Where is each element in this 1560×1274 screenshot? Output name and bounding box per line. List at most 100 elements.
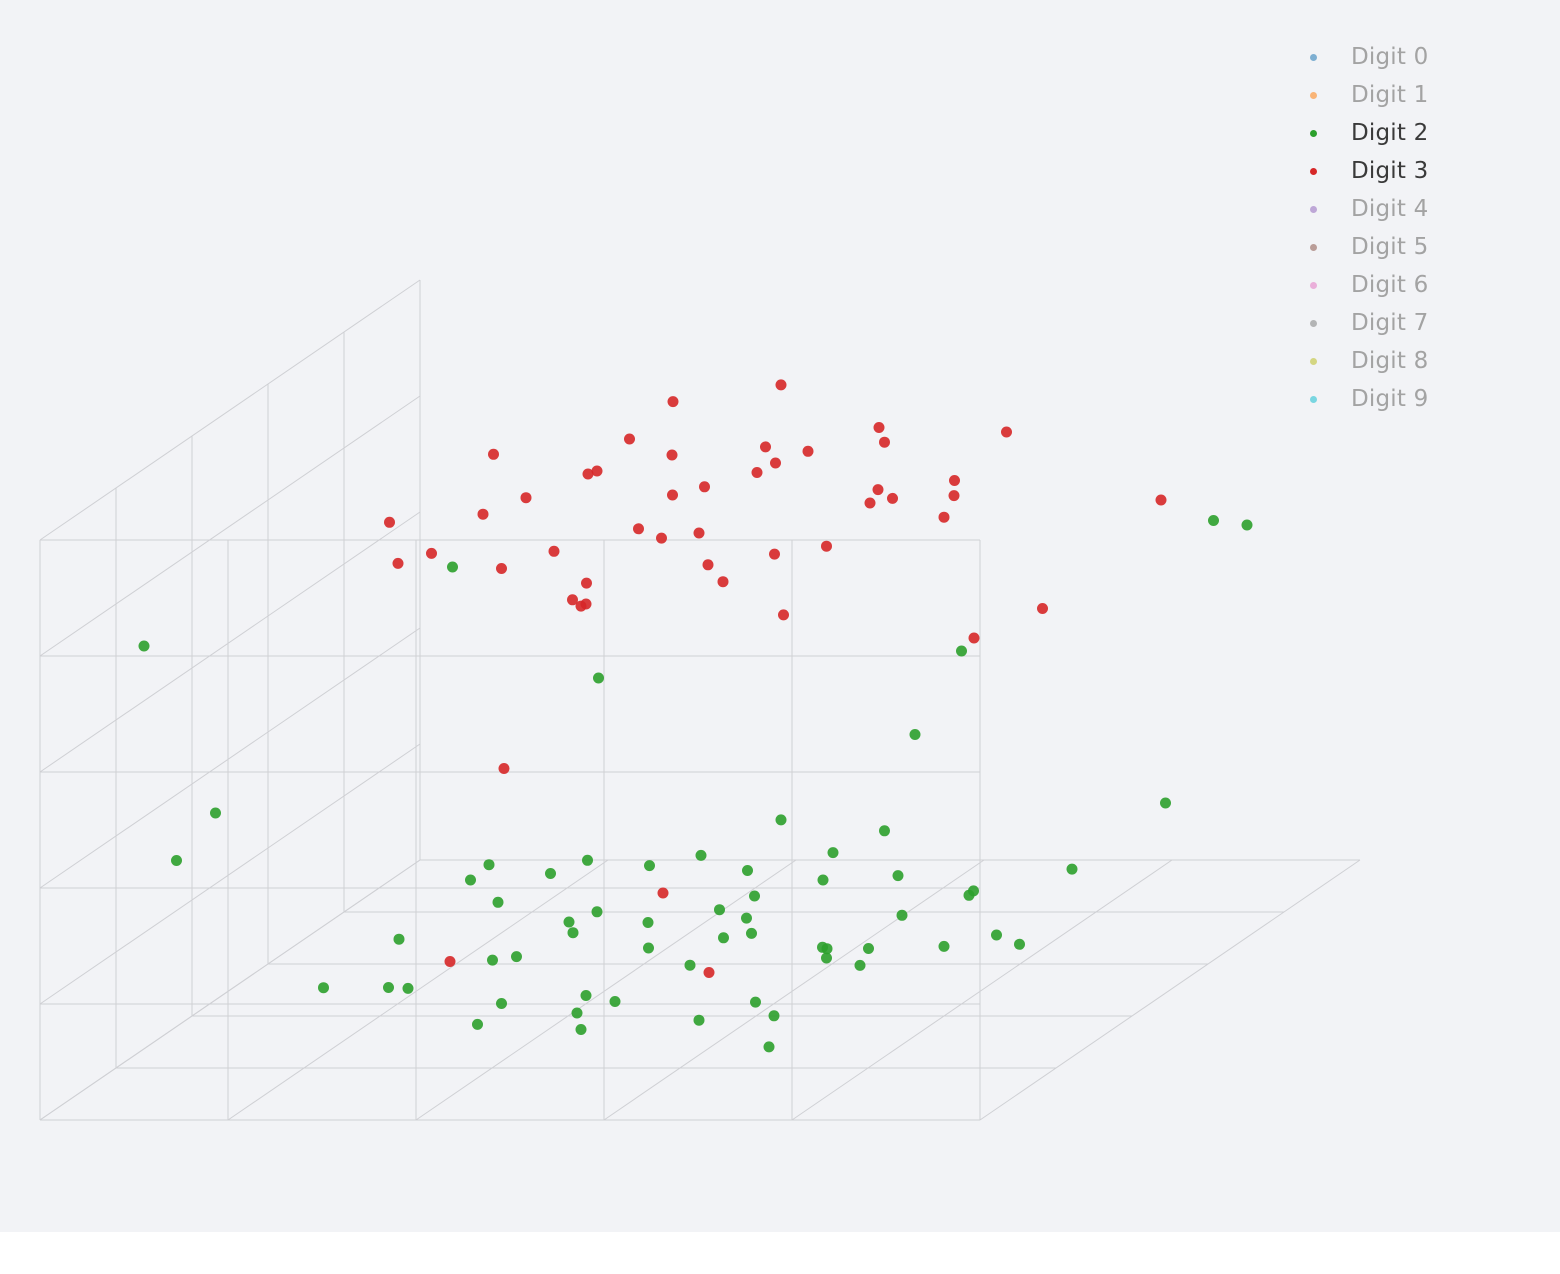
data-point-digit-2[interactable] — [402, 982, 414, 994]
data-point-digit-3[interactable] — [548, 545, 560, 557]
data-point-digit-3[interactable] — [751, 467, 763, 478]
data-point-digit-3[interactable] — [384, 516, 395, 528]
data-point-digit-2[interactable] — [644, 860, 655, 872]
data-point-digit-2[interactable] — [821, 952, 832, 964]
data-point-digit-2[interactable] — [1066, 863, 1078, 875]
data-point-digit-2[interactable] — [567, 927, 579, 939]
data-point-digit-3[interactable] — [667, 396, 679, 408]
data-point-digit-2[interactable] — [465, 874, 476, 886]
data-point-digit-3[interactable] — [775, 379, 787, 391]
data-point-digit-2[interactable] — [746, 927, 757, 939]
legend-item-digit-9[interactable]: Digit 9 — [1310, 380, 1428, 418]
data-point-digit-3[interactable] — [656, 532, 667, 544]
data-point-digit-3[interactable] — [582, 468, 594, 480]
data-point-digit-2[interactable] — [742, 865, 753, 876]
data-point-digit-3[interactable] — [872, 484, 884, 496]
data-point-digit-3[interactable] — [769, 548, 780, 560]
data-point-digit-3[interactable] — [496, 563, 507, 574]
data-point-digit-3[interactable] — [667, 489, 678, 501]
data-point-digit-3[interactable] — [938, 511, 950, 523]
plot-area[interactable] — [0, 0, 1560, 1232]
data-point-digit-2[interactable] — [863, 943, 874, 954]
legend-item-digit-3[interactable]: Digit 3 — [1310, 152, 1428, 190]
data-point-digit-2[interactable] — [775, 814, 787, 826]
data-point-digit-2[interactable] — [582, 854, 593, 866]
data-point-digit-3[interactable] — [873, 422, 885, 433]
data-point-digit-2[interactable] — [963, 889, 975, 901]
data-point-digit-3[interactable] — [821, 540, 832, 552]
data-point-digit-2[interactable] — [1208, 515, 1219, 526]
data-point-digit-2[interactable] — [714, 904, 725, 916]
data-point-digit-3[interactable] — [633, 523, 644, 535]
data-point-digit-3[interactable] — [968, 632, 980, 644]
data-point-digit-2[interactable] — [138, 640, 150, 652]
data-point-digit-2[interactable] — [741, 912, 752, 924]
data-point-digit-2[interactable] — [563, 916, 575, 928]
legend-item-digit-8[interactable]: Digit 8 — [1310, 342, 1428, 380]
data-point-digit-2[interactable] — [817, 941, 828, 953]
data-point-digit-3[interactable] — [760, 441, 771, 453]
data-point-digit-2[interactable] — [492, 896, 504, 908]
data-point-digit-3[interactable] — [392, 557, 404, 569]
data-point-digit-2[interactable] — [571, 1007, 583, 1019]
scatter-3d-scene[interactable] — [0, 0, 1560, 1232]
legend-item-digit-7[interactable]: Digit 7 — [1310, 304, 1428, 342]
data-point-digit-3[interactable] — [624, 433, 635, 445]
data-point-digit-2[interactable] — [447, 561, 458, 573]
data-point-digit-2[interactable] — [318, 982, 329, 994]
legend-item-digit-4[interactable]: Digit 4 — [1310, 190, 1428, 228]
data-point-digit-2[interactable] — [643, 942, 654, 954]
data-point-digit-3[interactable] — [802, 445, 814, 457]
data-point-digit-2[interactable] — [938, 940, 950, 952]
data-point-digit-2[interactable] — [483, 859, 495, 871]
data-point-digit-3[interactable] — [693, 527, 705, 539]
legend-item-digit-1[interactable]: Digit 1 — [1310, 76, 1428, 114]
data-point-digit-2[interactable] — [511, 951, 522, 963]
data-point-digit-2[interactable] — [593, 672, 604, 684]
data-point-digit-2[interactable] — [956, 645, 967, 657]
data-point-digit-2[interactable] — [750, 996, 761, 1008]
data-point-digit-3[interactable] — [666, 449, 678, 461]
data-point-digit-3[interactable] — [948, 490, 960, 502]
data-point-digit-3[interactable] — [498, 763, 510, 774]
data-point-digit-2[interactable] — [695, 849, 707, 861]
data-point-digit-3[interactable] — [477, 508, 489, 520]
data-point-digit-3[interactable] — [581, 577, 592, 589]
data-point-digit-3[interactable] — [488, 448, 499, 460]
data-point-digit-2[interactable] — [817, 874, 829, 886]
data-point-digit-2[interactable] — [496, 998, 507, 1009]
legend-item-digit-5[interactable]: Digit 5 — [1310, 228, 1428, 266]
data-point-digit-2[interactable] — [749, 890, 760, 902]
data-point-digit-2[interactable] — [1160, 797, 1171, 809]
data-point-digit-3[interactable] — [580, 598, 592, 610]
data-point-digit-2[interactable] — [1014, 938, 1025, 950]
data-point-digit-3[interactable] — [864, 497, 876, 509]
data-point-digit-3[interactable] — [770, 457, 781, 469]
data-point-digit-3[interactable] — [1037, 603, 1048, 614]
data-point-digit-2[interactable] — [892, 870, 904, 882]
data-point-digit-2[interactable] — [763, 1041, 775, 1053]
data-point-digit-3[interactable] — [426, 547, 437, 559]
data-point-digit-2[interactable] — [896, 909, 908, 921]
data-point-digit-2[interactable] — [487, 954, 498, 966]
data-point-digit-2[interactable] — [580, 990, 592, 1001]
data-point-digit-2[interactable] — [991, 929, 1002, 941]
data-point-digit-2[interactable] — [854, 959, 866, 971]
data-point-digit-2[interactable] — [768, 1010, 780, 1022]
data-point-digit-2[interactable] — [472, 1018, 483, 1030]
data-point-digit-3[interactable] — [887, 492, 898, 504]
data-point-digit-2[interactable] — [684, 959, 696, 971]
data-point-digit-3[interactable] — [657, 887, 669, 899]
data-point-digit-3[interactable] — [949, 475, 960, 486]
data-point-digit-3[interactable] — [1001, 426, 1012, 438]
data-point-digit-2[interactable] — [1241, 519, 1253, 531]
legend-item-digit-2[interactable]: Digit 2 — [1310, 114, 1428, 152]
data-point-digit-2[interactable] — [879, 825, 890, 837]
data-point-digit-3[interactable] — [567, 594, 578, 606]
data-point-digit-2[interactable] — [909, 729, 921, 740]
data-point-digit-3[interactable] — [591, 465, 603, 477]
data-point-digit-2[interactable] — [171, 855, 182, 866]
data-point-digit-2[interactable] — [210, 807, 221, 819]
data-point-digit-3[interactable] — [444, 956, 456, 967]
data-point-digit-3[interactable] — [520, 492, 532, 504]
